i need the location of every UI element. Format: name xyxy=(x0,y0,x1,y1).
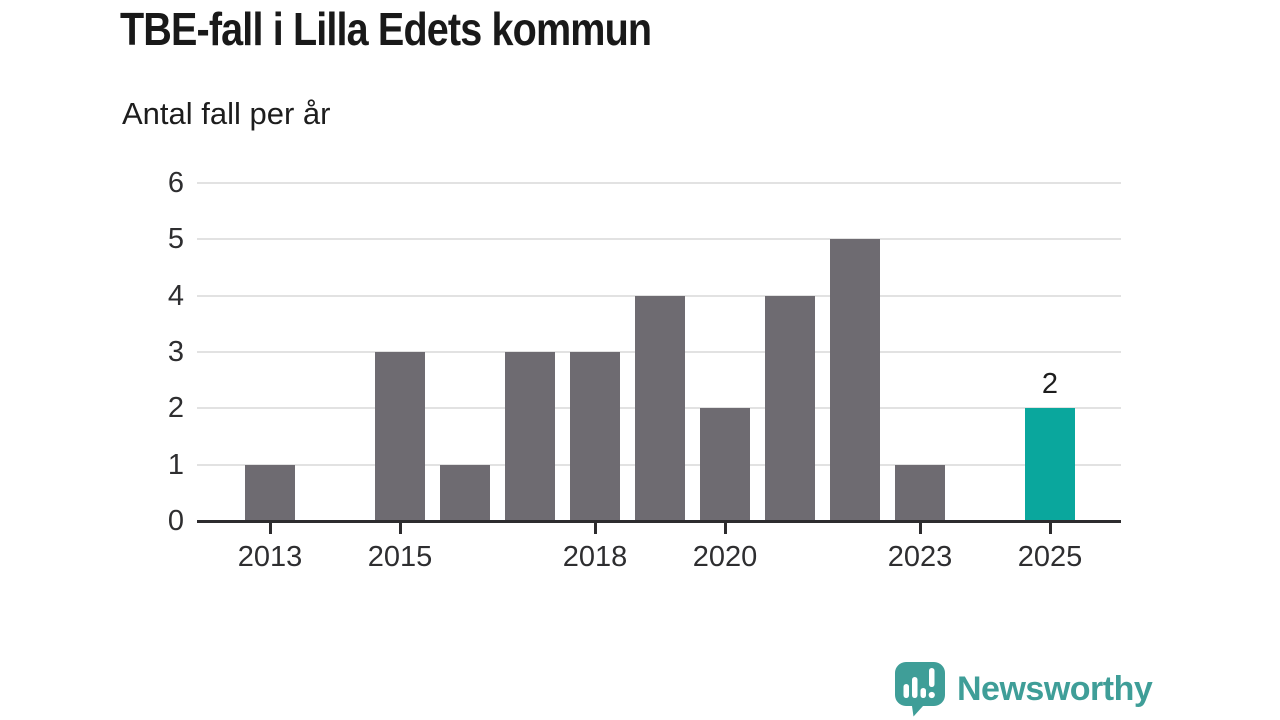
gridline-y-5 xyxy=(197,238,1121,241)
bar-2020 xyxy=(700,408,750,521)
x-tick-mark-2020 xyxy=(723,522,727,534)
bar-2015 xyxy=(375,352,425,521)
bar-2023 xyxy=(895,464,945,521)
x-axis-tick-label: 2018 xyxy=(562,541,628,573)
brand-footer: Newsworthy xyxy=(895,662,1153,717)
x-axis-tick-label: 2015 xyxy=(367,541,433,573)
x-axis-tick-label: 2023 xyxy=(887,541,953,573)
y-axis-tick-label: 6 xyxy=(167,167,184,199)
x-tick-mark-2025 xyxy=(1048,522,1052,534)
chart-title: TBE-fall i Lilla Edets kommun xyxy=(120,3,652,55)
y-axis-tick-label: 2 xyxy=(167,392,184,425)
y-axis-tick-label: 5 xyxy=(167,223,184,256)
y-axis-tick-label: 4 xyxy=(167,279,184,312)
x-tick-mark-2023 xyxy=(918,522,922,534)
x-axis-tick-label: 2013 xyxy=(237,541,303,573)
brand-name: Newsworthy xyxy=(957,670,1153,708)
x-tick-mark-2015 xyxy=(398,522,402,534)
x-tick-mark-2018 xyxy=(593,522,597,534)
y-axis-tick-label: 3 xyxy=(167,336,184,368)
y-axis-tick-label: 1 xyxy=(167,448,184,481)
y-axis-tick-label: 0 xyxy=(167,505,184,537)
bar-2013 xyxy=(245,464,295,521)
bar-2021 xyxy=(765,295,815,521)
bar-2018 xyxy=(570,352,620,521)
x-axis-line xyxy=(197,519,1121,523)
newsworthy-logo-icon xyxy=(895,662,945,717)
chart-subtitle: Antal fall per år xyxy=(122,96,331,131)
x-tick-mark-2013 xyxy=(268,522,272,534)
bar-2022 xyxy=(830,239,880,521)
bar-value-label-2025: 2 xyxy=(1041,368,1059,401)
bar-2019 xyxy=(635,295,685,521)
bar-2016 xyxy=(440,464,490,521)
bar-2025 xyxy=(1025,408,1075,521)
x-axis-tick-label: 2025 xyxy=(1017,541,1083,573)
gridline-y-6 xyxy=(197,182,1121,184)
bar-2017 xyxy=(505,352,555,521)
x-axis-tick-label: 2020 xyxy=(692,541,758,573)
